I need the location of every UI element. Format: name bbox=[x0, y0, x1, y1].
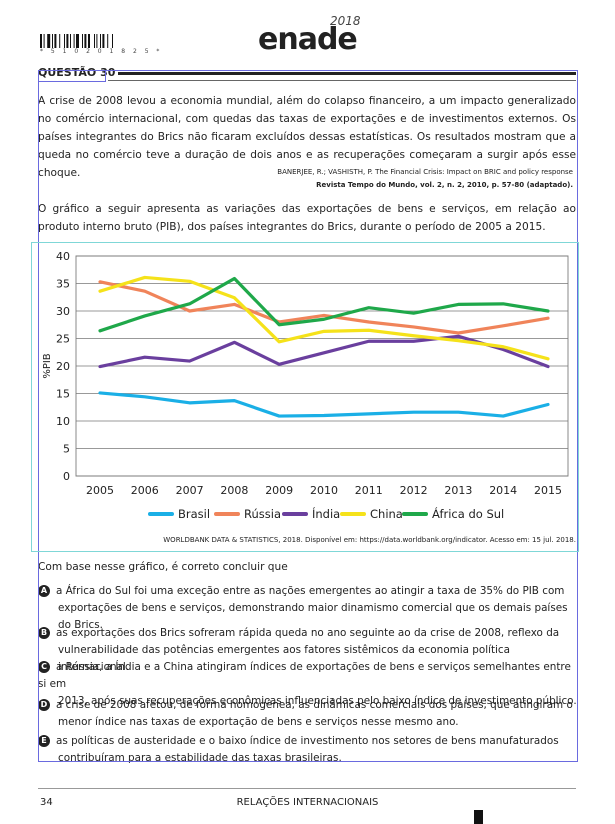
question-title: QUESTÃO 30 bbox=[38, 66, 116, 79]
footer-divider bbox=[38, 788, 576, 789]
source-citation-line2: Revista Tempo do Mundo, vol. 2, n. 2, 20… bbox=[316, 181, 573, 189]
x-tick-label: 2005 bbox=[86, 484, 114, 497]
series-line-rssia bbox=[98, 280, 550, 335]
question-divider-thin bbox=[108, 80, 576, 81]
legend-label: China bbox=[370, 507, 403, 521]
x-tick-label: 2009 bbox=[265, 484, 293, 497]
x-tick-label: 2012 bbox=[400, 484, 428, 497]
y-tick-label: 15 bbox=[56, 388, 70, 401]
series-line-fricadosul bbox=[98, 276, 550, 333]
option-letter: E bbox=[38, 735, 50, 747]
chart-source: WORLDBANK DATA & STATISTICS, 2018. Dispo… bbox=[163, 536, 576, 544]
x-tick-label: 2008 bbox=[220, 484, 248, 497]
question-intro: A crise de 2008 levou a economia mundial… bbox=[38, 95, 576, 179]
source-citation-line1: BANERJEE, R.; VASHISTH, P. The Financial… bbox=[277, 168, 573, 176]
x-tick-label: 2010 bbox=[310, 484, 338, 497]
option-text-line1: a crise de 2008 afetou, de forma homogên… bbox=[56, 699, 573, 711]
option-text-line2: menor índice nas taxas de exportação de … bbox=[58, 716, 459, 728]
course-name: RELAÇÕES INTERNACIONAIS bbox=[236, 797, 379, 808]
x-tick-label: 2006 bbox=[131, 484, 159, 497]
y-tick-label: 5 bbox=[63, 443, 70, 456]
y-tick-label: 10 bbox=[56, 415, 70, 428]
option-text-line1: a África do Sul foi uma exceção entre as… bbox=[56, 585, 565, 597]
legend-label: Índia bbox=[312, 506, 340, 521]
x-tick-label: 2007 bbox=[176, 484, 204, 497]
y-axis-label: %PIB bbox=[42, 353, 53, 378]
y-tick-label: 0 bbox=[63, 470, 70, 483]
y-tick-label: 20 bbox=[56, 360, 70, 373]
y-tick-label: 30 bbox=[56, 305, 70, 318]
enade-logo-year: 2018 bbox=[330, 14, 361, 28]
y-tick-label: 40 bbox=[56, 250, 70, 263]
question-prompt: Com base nesse gráfico, é correto conclu… bbox=[38, 561, 288, 573]
option-letter: C bbox=[38, 661, 50, 673]
option-text-line1: a Rússia, a Índia e a China atingiram ín… bbox=[38, 661, 571, 690]
registration-mark bbox=[474, 810, 483, 824]
barcode bbox=[40, 34, 113, 48]
x-tick-label: 2015 bbox=[534, 484, 562, 497]
chart-intro: O gráfico a seguir apresenta as variaçõe… bbox=[38, 203, 576, 233]
enade-logo: enade bbox=[258, 22, 358, 57]
x-tick-label: 2011 bbox=[355, 484, 383, 497]
option-text-line2: exportações de bens e serviços, demonstr… bbox=[58, 602, 568, 631]
option-text-line2: contribuíram para a estabilidade das tax… bbox=[58, 752, 342, 764]
page-number: 34 bbox=[40, 797, 53, 808]
legend-label: Brasil bbox=[178, 507, 210, 521]
barcode-digits: * 5 1 0 2 0 1 8 2 5 * bbox=[40, 48, 163, 55]
option-letter: B bbox=[38, 627, 50, 639]
series-line-ndia bbox=[98, 334, 550, 369]
series-line-china bbox=[98, 275, 550, 361]
x-tick-label: 2014 bbox=[489, 484, 517, 497]
exports-line-chart: 0 5 10 15 20 25 30 35 40 2005 2006 2007 2008 2009 2010… bbox=[42, 250, 569, 521]
option-letter: A bbox=[38, 585, 50, 597]
y-tick-label: 35 bbox=[56, 278, 70, 291]
legend-label: África do Sul bbox=[432, 506, 504, 521]
option-text-line2: vulnerabilidade das potências emergentes… bbox=[58, 644, 511, 673]
series-line-brasil bbox=[98, 391, 550, 418]
legend-label: Rússia bbox=[244, 507, 281, 521]
question-divider bbox=[118, 72, 576, 75]
option-text-line1: as políticas de austeridade e o baixo ín… bbox=[56, 735, 559, 747]
option-text-line1: as exportações dos Brics sofreram rápida… bbox=[56, 627, 560, 639]
option-letter: D bbox=[38, 699, 50, 711]
y-tick-label: 25 bbox=[56, 333, 70, 346]
x-tick-label: 2013 bbox=[444, 484, 472, 497]
option-text-line2: 2013, após suas recuperações econômicas … bbox=[58, 695, 577, 707]
